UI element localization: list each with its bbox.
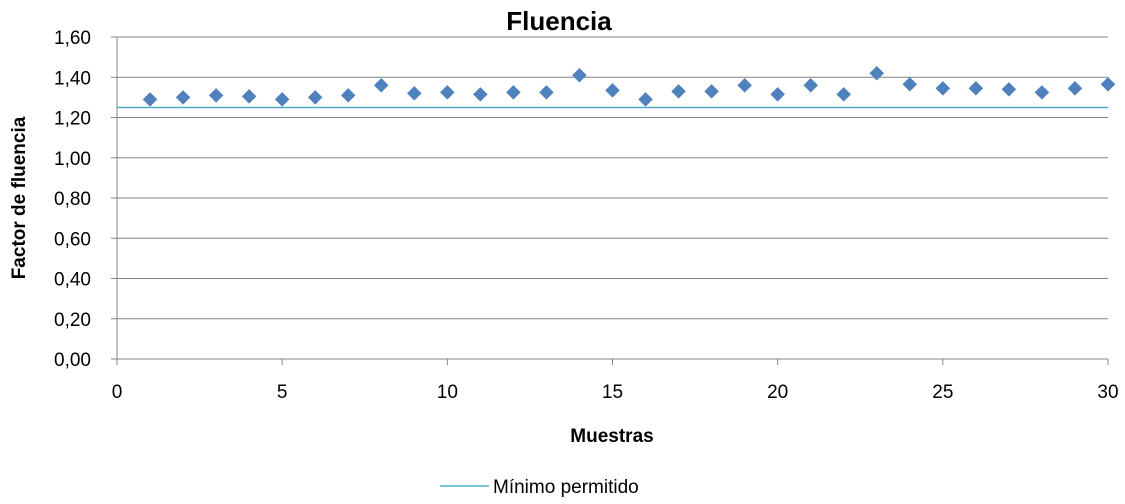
x-tick-label: 30	[1097, 382, 1118, 403]
data-point	[241, 89, 257, 104]
data-point	[638, 92, 653, 107]
data-point	[1067, 80, 1083, 96]
x-tick-label: 5	[277, 382, 288, 403]
data-point	[968, 80, 984, 96]
data-point	[439, 84, 455, 100]
legend-label: Mínimo permitido	[493, 477, 639, 498]
data-point	[1034, 84, 1050, 100]
data-point	[340, 88, 356, 103]
data-point	[836, 87, 852, 102]
y-tick-label: 0,20	[54, 310, 91, 331]
x-tick-label: 20	[767, 382, 788, 403]
y-tick-label: 1,40	[54, 68, 91, 89]
data-point	[506, 84, 521, 100]
data-point	[770, 87, 786, 102]
data-point	[373, 77, 389, 93]
data-point	[1001, 81, 1017, 97]
data-point	[935, 80, 951, 96]
data-point	[473, 87, 488, 102]
data-point	[307, 90, 323, 105]
data-point	[274, 92, 290, 107]
axes	[111, 36, 1109, 365]
data-point	[803, 77, 819, 93]
y-tick-label: 1,00	[54, 149, 91, 170]
data-points	[142, 65, 1116, 107]
data-point	[406, 85, 422, 101]
data-point	[737, 77, 752, 93]
data-point	[902, 76, 918, 92]
x-tick-label: 0	[112, 382, 123, 403]
gridlines	[117, 36, 1108, 320]
x-tick-label: 10	[437, 382, 458, 403]
data-point	[605, 82, 620, 98]
data-point	[1100, 76, 1116, 92]
data-point	[175, 90, 191, 105]
y-axis-title: Factor de fluencia	[9, 116, 30, 279]
x-tick-label: 25	[932, 382, 953, 403]
data-point	[208, 88, 224, 103]
y-tick-label: 0,40	[54, 270, 91, 291]
y-tick-label: 0,60	[54, 229, 91, 250]
tick-labels: 0,00 0,20 0,40 0,60 0,80 1,00 1,20 1,40 1,60 0 5 10…	[54, 28, 1119, 403]
data-point	[704, 83, 719, 99]
data-point	[869, 65, 885, 81]
legend: Mínimo permitido	[440, 477, 639, 498]
data-point	[142, 92, 158, 107]
x-axis-title: Muestras	[570, 426, 653, 447]
chart-title: Fluencia	[506, 6, 612, 36]
y-tick-label: 0,80	[54, 189, 91, 210]
data-point	[539, 84, 554, 100]
data-point	[572, 67, 587, 83]
data-point	[671, 83, 686, 99]
y-tick-label: 1,60	[54, 28, 91, 49]
y-tick-label: 0,00	[54, 350, 91, 371]
y-tick-label: 1,20	[54, 109, 91, 130]
x-tick-label: 15	[602, 382, 623, 403]
